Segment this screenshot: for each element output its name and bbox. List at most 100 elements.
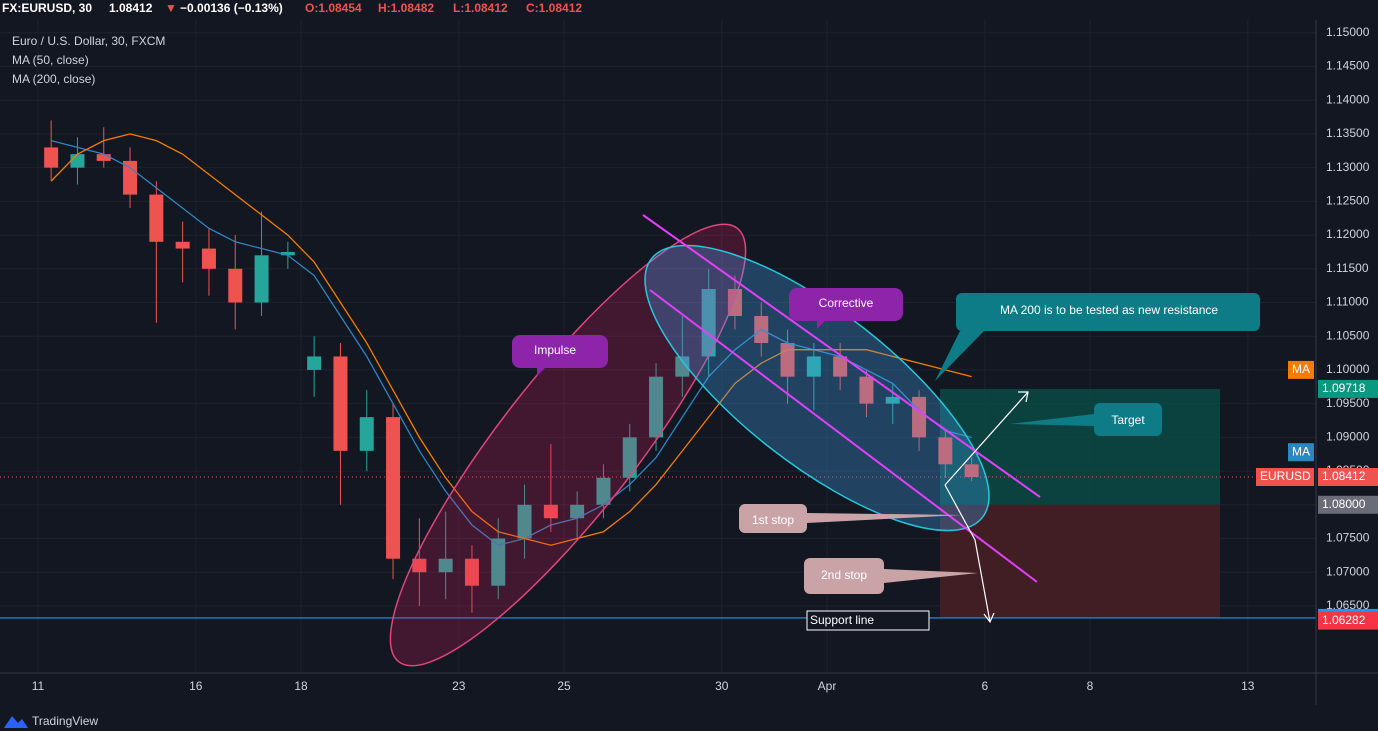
footer: TradingView <box>32 714 98 728</box>
y-tick-label: 1.07000 <box>1326 564 1370 578</box>
candle-body <box>96 154 111 161</box>
x-tick-label: 30 <box>715 679 729 693</box>
callout <box>935 293 1260 381</box>
last-price: 1.08412 <box>109 1 153 15</box>
y-tick-label: 1.06500 <box>1326 598 1370 612</box>
ohlc: O:1.08454 <box>305 1 362 15</box>
candle-body <box>307 356 322 370</box>
ohlc: H:1.08482 <box>378 1 434 15</box>
candle-body <box>438 558 453 573</box>
candle-body <box>491 538 506 586</box>
x-tick-label: Apr <box>818 679 837 693</box>
arrow-head <box>1018 391 1029 403</box>
y-tick-label: 1.14000 <box>1326 92 1370 106</box>
candle-body <box>596 477 611 505</box>
impulse-ellipse <box>389 223 747 667</box>
candle-body <box>543 504 558 519</box>
price-label: MA <box>1292 444 1310 458</box>
candle-body <box>859 376 874 404</box>
support-box <box>806 610 930 631</box>
annotation-text: Target <box>1111 413 1145 427</box>
candle-body <box>938 437 953 465</box>
candle-body <box>228 268 243 303</box>
candle-body <box>333 356 348 451</box>
y-tick-label: 1.07500 <box>1326 531 1370 545</box>
candle-body <box>622 437 637 478</box>
candle-body <box>701 289 716 357</box>
callout <box>512 335 608 376</box>
legend-ma50: MA (50, close) <box>12 53 89 67</box>
candle-body <box>44 147 59 168</box>
y-tick-label: 1.13500 <box>1326 126 1370 140</box>
callout <box>789 288 903 329</box>
price-label: EURUSD <box>1260 469 1311 483</box>
candle-body <box>175 241 190 249</box>
candle-body <box>70 154 85 168</box>
y-tick-label: 1.15000 <box>1326 25 1370 39</box>
y-tick-label: 1.14500 <box>1326 59 1370 73</box>
corrective-ellipse <box>644 244 990 532</box>
y-tick-label: 1.11000 <box>1326 295 1369 309</box>
y-tick-label: 1.10500 <box>1326 328 1370 342</box>
annotation-text: Corrective <box>819 296 874 310</box>
price-label-bg <box>1288 360 1314 379</box>
channel-bottom <box>649 289 1038 583</box>
annotation-text: Impulse <box>534 343 576 357</box>
x-tick-label: 18 <box>294 679 308 693</box>
price-label-bg <box>1318 468 1378 486</box>
annotation-text: Support line <box>810 613 874 627</box>
candle-body <box>675 356 690 377</box>
x-tick-label: 13 <box>1241 679 1255 693</box>
zone <box>940 388 1220 505</box>
price-label-bg <box>1318 495 1378 514</box>
annotation-text: MA 200 is to be tested as new resistance <box>1000 303 1218 317</box>
y-tick-label: 1.11500 <box>1326 261 1369 275</box>
x-tick-label: 11 <box>32 679 45 693</box>
x-tick-label: 16 <box>189 679 203 693</box>
price-label: 1.08000 <box>1322 497 1366 511</box>
header-bg <box>0 0 1316 20</box>
price-label: 1.08412 <box>1322 469 1366 483</box>
price-label: 1.09718 <box>1322 381 1366 395</box>
candle-body <box>464 558 479 586</box>
x-tick-label: 6 <box>981 679 988 693</box>
x-tick-label: 25 <box>557 679 571 693</box>
zone <box>940 504 1220 618</box>
y-tick-label: 1.12500 <box>1326 194 1370 208</box>
price-label-bg <box>1288 443 1314 462</box>
ohlc: C:1.08412 <box>526 1 582 15</box>
callout <box>739 504 962 533</box>
change: −0.00136 (−0.13%) <box>180 1 283 15</box>
candle-body <box>254 255 269 303</box>
y-tick-label: 1.09000 <box>1326 430 1370 444</box>
price-label: 1.06282 <box>1322 613 1366 627</box>
target-arrow <box>944 391 1029 486</box>
logo <box>4 716 28 728</box>
candle-body <box>386 417 401 559</box>
ma-line <box>50 133 972 546</box>
annotation-text: 2nd stop <box>821 568 867 582</box>
down-arrow: ▼ <box>165 1 177 15</box>
legend-ma200: MA (200, close) <box>12 72 95 86</box>
candle-body <box>149 194 164 242</box>
symbol: FX:EURUSD, 30 <box>2 1 92 15</box>
candle-body <box>885 396 900 404</box>
candle-body <box>964 464 979 477</box>
candle-body <box>412 558 427 573</box>
candle-body <box>517 504 532 539</box>
candle-body <box>649 376 664 438</box>
x-tick-label: 23 <box>452 679 466 693</box>
candle-body <box>359 417 374 451</box>
legend-instrument: Euro / U.S. Dollar, 30, FXCM <box>12 34 165 48</box>
price-label-bg <box>1318 379 1378 398</box>
price-label-bg <box>1318 611 1378 630</box>
ohlc: L:1.08412 <box>453 1 508 15</box>
candle-body <box>201 248 216 269</box>
stop-arrow <box>944 484 991 623</box>
candle-body <box>806 356 821 377</box>
ma-line <box>50 140 972 546</box>
x-tick-label: 8 <box>1087 679 1094 693</box>
price-label-bg <box>1256 468 1314 486</box>
annotations: Impulse Corrective MA 200 is to be teste… <box>389 214 1260 667</box>
